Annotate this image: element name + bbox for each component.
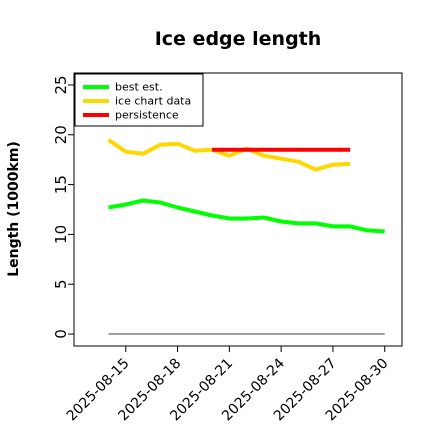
series-line-ice-chart-data [107, 138, 351, 172]
legend-label: ice chart data [115, 95, 191, 108]
y-axis-label: Length (1000km) [6, 141, 22, 277]
y-tick-label: 10 [52, 225, 70, 244]
chart-title: Ice edge length [155, 28, 322, 50]
axes: 05101520252025-08-152025-08-182025-08-21… [52, 75, 392, 424]
series-line-best-est- [108, 198, 385, 234]
plot-area [107, 138, 385, 335]
legend-label: best est. [115, 81, 163, 94]
y-tick-label: 5 [52, 279, 70, 289]
legend-label: persistence [115, 109, 179, 122]
plot-frame [73, 72, 403, 347]
y-tick-label: 0 [52, 329, 70, 339]
y-tick-label: 20 [52, 125, 70, 144]
y-tick-label: 15 [52, 175, 70, 194]
y-tick-label: 25 [52, 75, 70, 94]
